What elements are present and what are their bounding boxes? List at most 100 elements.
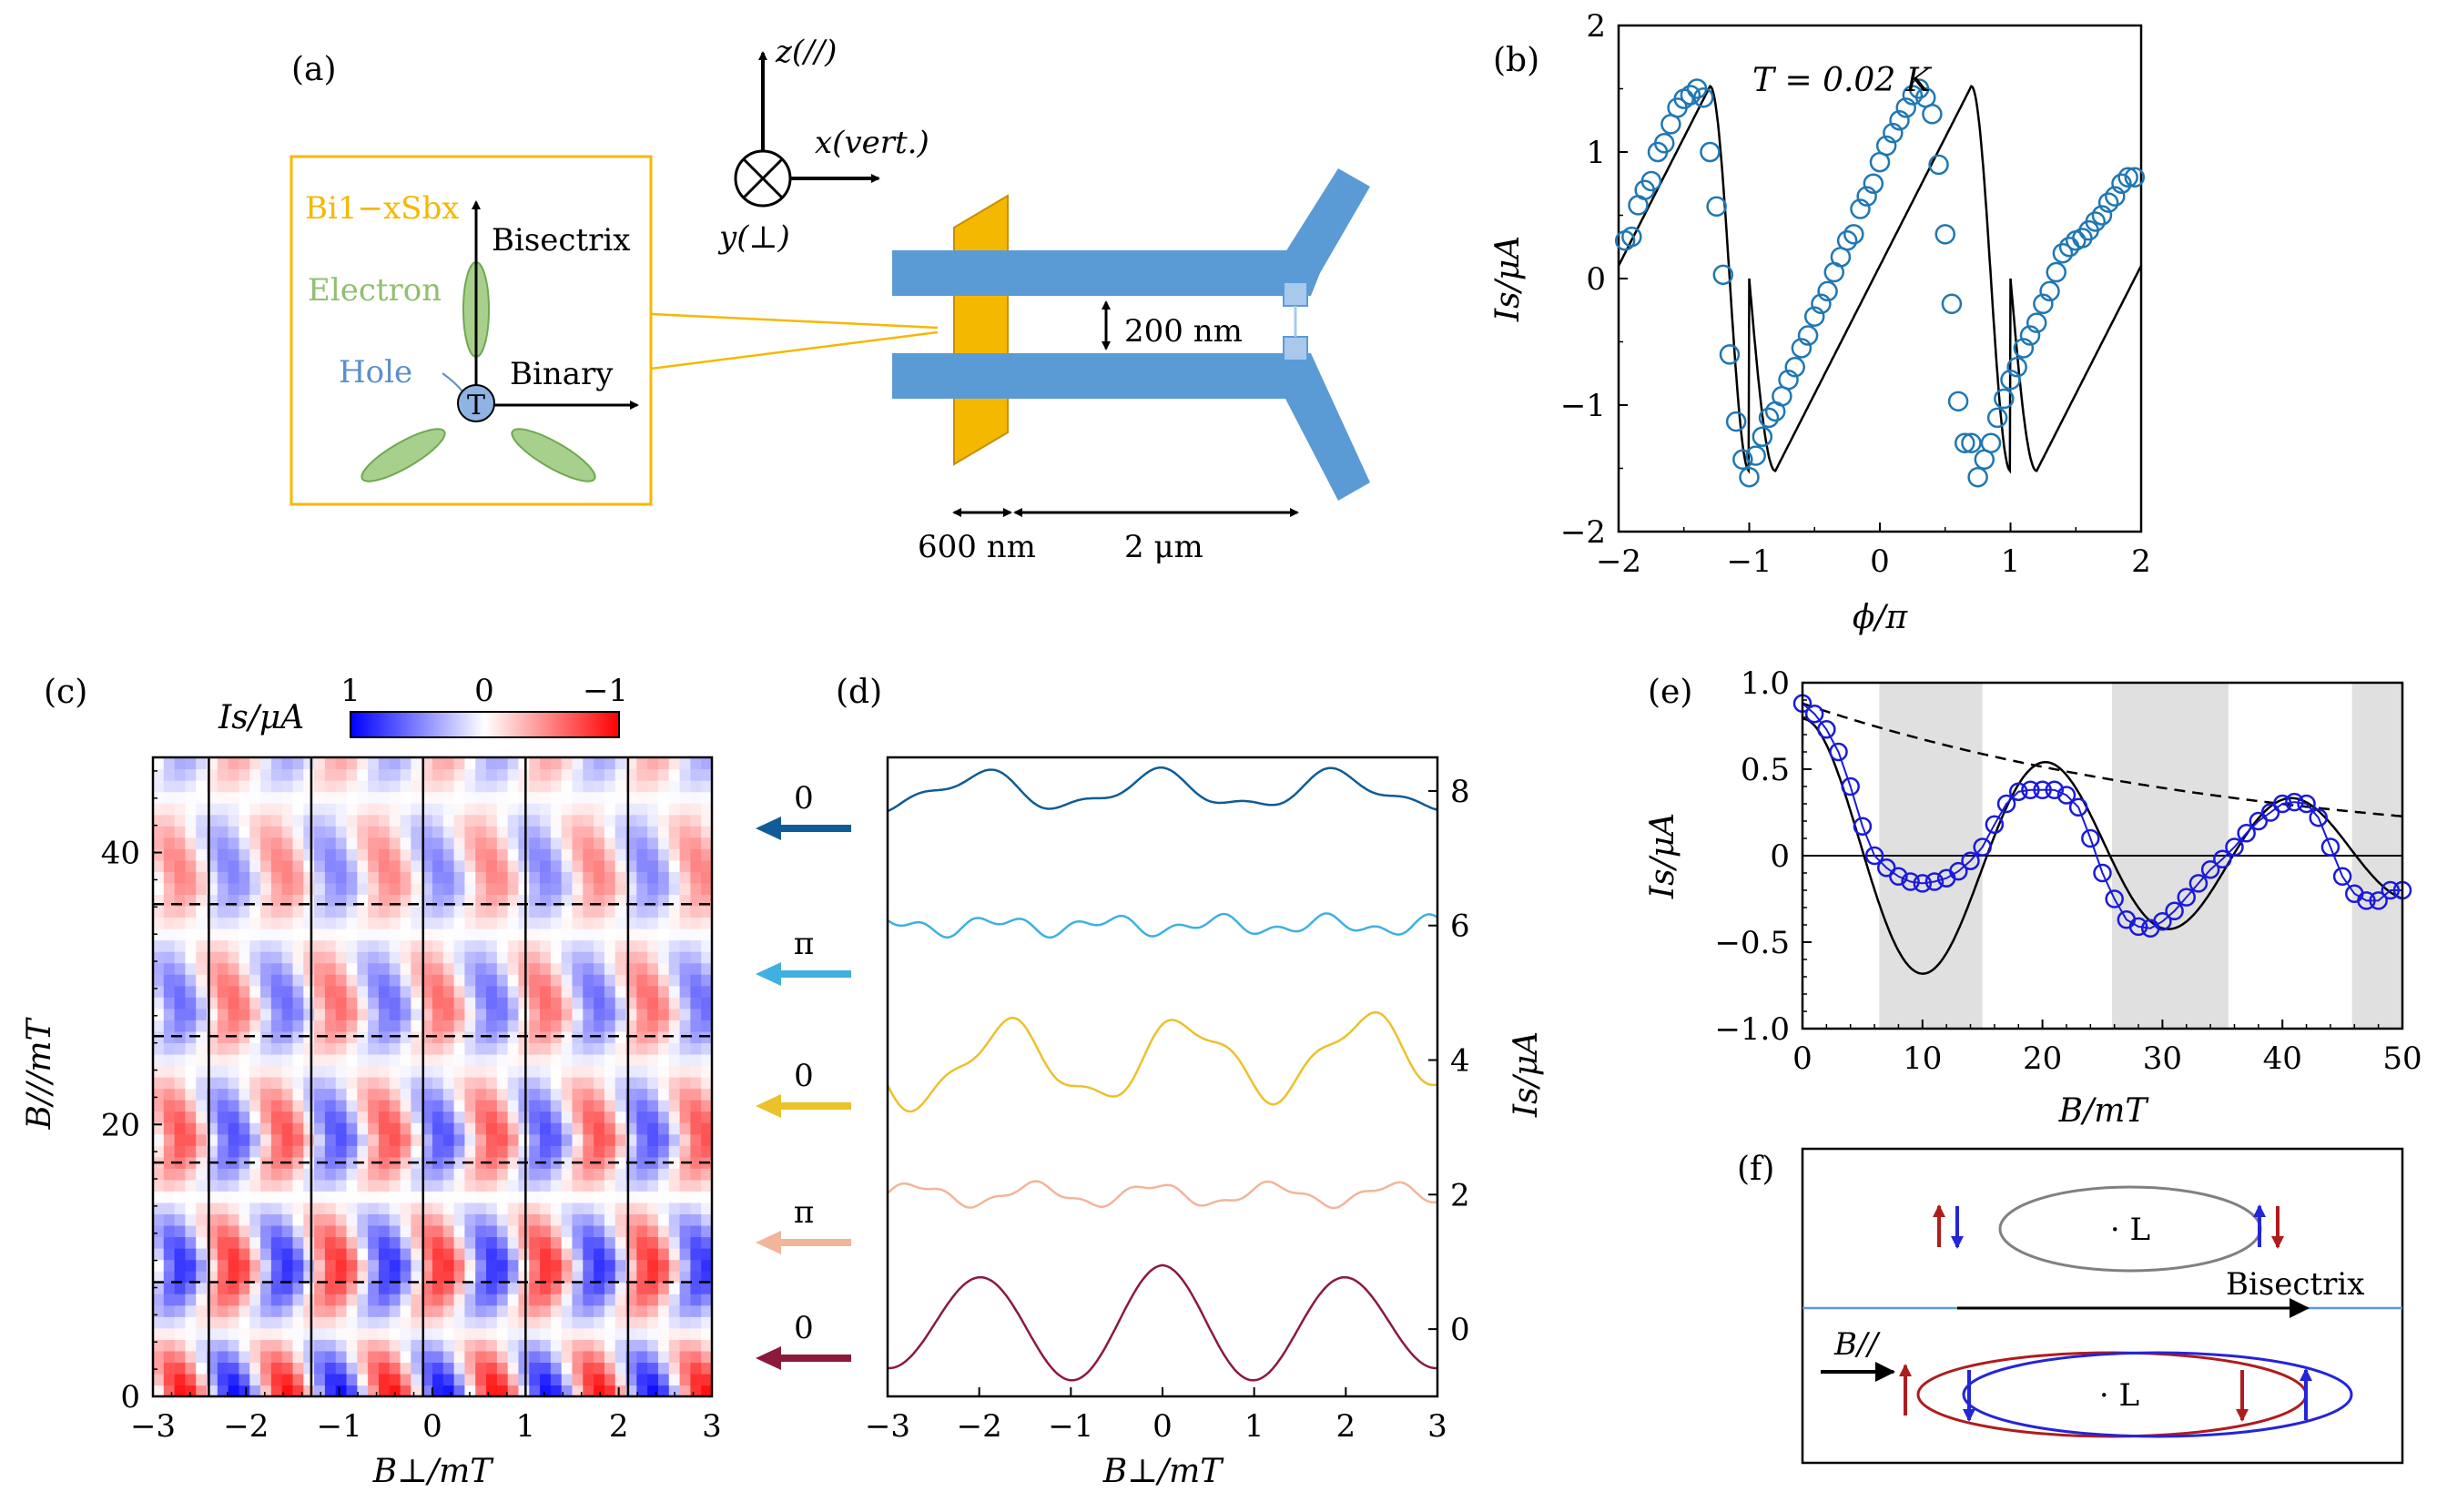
heatmap-cell: [421, 1373, 433, 1386]
heatmap-cell: [583, 1030, 594, 1043]
heatmap-cell: [550, 1304, 563, 1317]
heatmap-cell: [540, 1385, 552, 1396]
heatmap-cell: [604, 1122, 616, 1135]
heatmap-cell: [421, 905, 433, 918]
heatmap-cell: [453, 1077, 466, 1090]
heatmap-cell: [196, 1088, 208, 1101]
heatmap-cell: [647, 1020, 659, 1032]
heatmap-cell: [163, 1316, 176, 1329]
heatmap-cell: [432, 1065, 444, 1078]
heatmap-cell: [647, 1122, 659, 1135]
heatmap-cell: [260, 1373, 272, 1386]
cpr-data-point: [1706, 196, 1727, 218]
heatmap-cell: [614, 985, 627, 998]
heatmap-cell: [507, 1122, 520, 1135]
heatmap-cell: [174, 962, 187, 975]
heatmap-cell: [475, 1053, 487, 1067]
heatmap-cell: [314, 837, 326, 849]
heatmap-cell: [529, 962, 541, 975]
heatmap-cell: [486, 1350, 498, 1363]
heatmap-cell: [657, 1224, 670, 1238]
heatmap-cell: [270, 1294, 283, 1306]
heatmap-cell: [496, 962, 509, 975]
heatmap-cell: [400, 1168, 411, 1181]
heatmap-cell: [174, 814, 187, 827]
heatmap-cell: [270, 1236, 283, 1249]
heatmap-cell: [614, 1191, 627, 1203]
heatmap-cell: [453, 1385, 466, 1396]
heatmap-cell: [486, 905, 498, 918]
cpr-data-point: [1895, 97, 1916, 118]
heatmap-cell: [583, 1179, 594, 1192]
heatmap-cell: [507, 1179, 520, 1192]
heatmap-cell: [239, 1008, 250, 1020]
heatmap-cell: [196, 1020, 208, 1032]
heatmap-cell: [518, 768, 530, 781]
heatmap-cell: [196, 1042, 208, 1055]
heatmap-cell: [239, 1065, 250, 1078]
heatmap-cell: [335, 1316, 348, 1329]
heatmap-cell: [292, 1327, 304, 1340]
heatmap-cell: [668, 837, 681, 849]
heatmap-cell: [411, 1350, 422, 1363]
heatmap-cell: [270, 848, 283, 861]
heatmap-cell: [453, 1259, 466, 1272]
heatmap-cell: [464, 1042, 476, 1055]
heatmap-cell: [368, 1236, 380, 1249]
heatmap-cell: [239, 1248, 250, 1261]
heatmap-cell: [196, 859, 208, 872]
heatmap-cell: [314, 974, 326, 987]
heatmap-cell: [270, 1179, 283, 1192]
heatmap-cell: [690, 803, 702, 816]
heatmap-cell: [228, 1327, 240, 1340]
heatmap-cell: [421, 1042, 433, 1055]
heatmap-cell: [400, 962, 411, 975]
heatmap-cell: [174, 1122, 187, 1135]
heatmap-cell: [314, 1339, 326, 1352]
heatmap-cell: [604, 1339, 616, 1352]
heatmap-cell: [475, 1259, 487, 1272]
heatmap-cell: [442, 1224, 455, 1238]
heatmap-cell: [174, 1145, 187, 1158]
heatmap-cell: [572, 837, 584, 849]
heatmap-cell: [679, 1271, 691, 1284]
heatmap-cell: [281, 951, 294, 964]
heatmap-cell: [346, 951, 358, 964]
heatmap-cell: [636, 1304, 648, 1317]
heatmap-cell: [292, 1020, 304, 1032]
heatmap-cell: [594, 1122, 605, 1135]
heatmap-cell: [442, 1133, 455, 1146]
heatmap-cell: [561, 1224, 574, 1238]
heatmap-cell: [260, 1088, 272, 1101]
heatmap-cell: [701, 1065, 712, 1078]
heatmap-cell: [690, 1179, 702, 1192]
heatmap-cell: [496, 837, 509, 849]
heatmap-cell: [475, 939, 487, 952]
heatmap-cell: [185, 929, 197, 941]
heatmap-cell: [217, 848, 229, 861]
heatmap-cell: [239, 1077, 250, 1090]
heatmap-cell: [421, 1385, 433, 1396]
heatmap-cell: [583, 757, 594, 770]
heatmap-cell: [346, 1088, 358, 1101]
phase-arrow-head: [756, 1346, 781, 1370]
heatmap-cell: [185, 1111, 197, 1123]
heatmap-cell: [153, 1224, 165, 1238]
heatmap-cell: [464, 1248, 476, 1261]
heatmap-cell: [163, 1088, 176, 1101]
heatmap-cell: [614, 1304, 627, 1317]
heatmap-cell: [496, 1168, 509, 1181]
z-axis-label: z(//): [775, 34, 837, 70]
panel-c-x-label: B⊥/mT: [372, 1453, 495, 1490]
heatmap-cell: [292, 1179, 304, 1192]
heatmap-cell: [324, 1020, 337, 1032]
heatmap-cell: [496, 859, 509, 872]
heatmap-cell: [594, 1271, 605, 1284]
heatmap-cell: [346, 1259, 358, 1272]
heatmap-cell: [561, 951, 574, 964]
heatmap-cell: [389, 1020, 401, 1032]
heatmap-cell: [368, 871, 380, 884]
cpr-data-point: [1889, 110, 1910, 131]
cpr-data-point: [1680, 85, 1701, 106]
heatmap-cell: [540, 1111, 552, 1123]
